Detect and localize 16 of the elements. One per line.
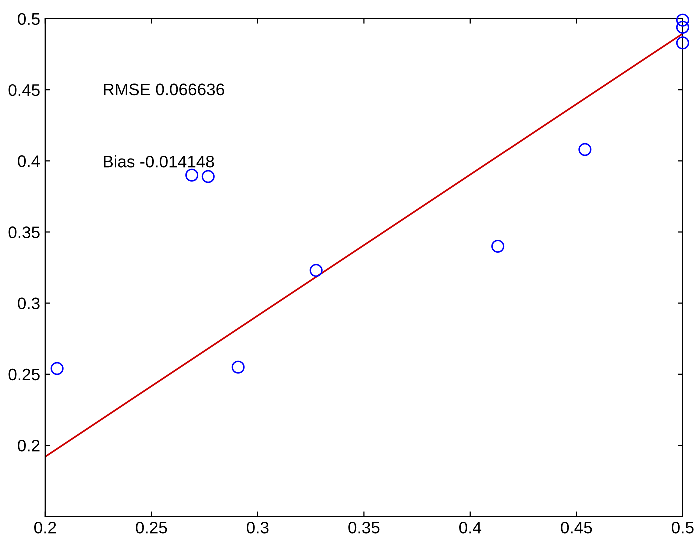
x-tick-label: 0.2 (34, 522, 56, 534)
y-tick-label: 0.2 (18, 440, 40, 452)
x-tick-label: 0.25 (136, 522, 168, 534)
y-tick-label: 0.4 (18, 156, 40, 168)
x-tick-label: 0.35 (348, 522, 380, 534)
x-tick-label: 0.3 (247, 522, 269, 534)
annotation: Bias -0.014148 (104, 156, 214, 168)
x-tick-label: 0.5 (672, 522, 694, 534)
y-tick-label: 0.5 (18, 13, 40, 26)
x-tick-label: 0.45 (561, 522, 592, 534)
x-tick-label: 0.4 (459, 522, 482, 534)
annotation: RMSE 0.066636 (104, 84, 224, 96)
y-tick-label: 0.25 (8, 368, 40, 381)
y-tick-label: 0.45 (8, 84, 40, 96)
y-tick-label: 0.35 (8, 226, 40, 238)
y-tick-label: 0.3 (18, 298, 40, 310)
